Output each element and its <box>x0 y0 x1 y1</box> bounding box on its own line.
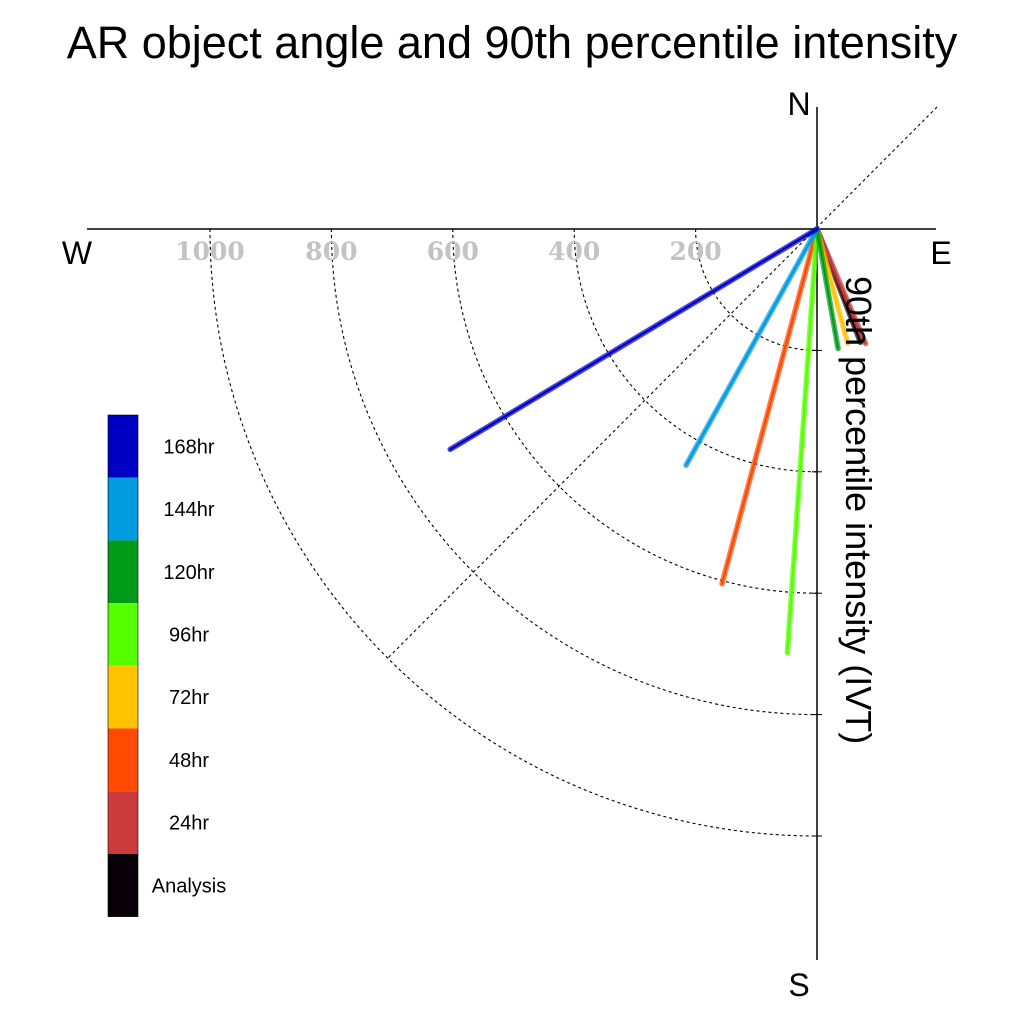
legend-swatch-168hr <box>108 415 138 478</box>
grid-arc <box>209 228 818 837</box>
legend-label-96hr: 96hr <box>169 624 209 646</box>
legend-swatch-120hr <box>108 540 138 604</box>
east-label: E <box>930 235 951 271</box>
legend-swatch-144hr <box>108 477 138 541</box>
west-label: W <box>62 235 93 271</box>
legend-label-24hr: 24hr <box>169 813 209 835</box>
legend-label-48hr: 48hr <box>169 750 209 772</box>
legend-border <box>107 414 139 917</box>
radial-tick-labels: 1000 800 600 400 200 <box>175 237 721 266</box>
vector-144hr <box>684 227 819 467</box>
vector-24hr <box>815 227 867 345</box>
radial-tick-label: 600 <box>427 237 479 266</box>
legend-swatch-24hr <box>108 791 138 854</box>
grid-arc <box>452 228 818 594</box>
legend-label-analysis: Analysis <box>152 875 226 897</box>
legend-swatch-analysis <box>108 853 138 917</box>
legend-label-120hr: 120hr <box>163 562 214 584</box>
vector-168hr <box>449 227 819 451</box>
grid-arc <box>695 228 818 351</box>
y-axis-label: 90th percentile intensity (IVT) <box>838 276 879 744</box>
legend-label-72hr: 72hr <box>169 687 209 709</box>
legend-swatch-72hr <box>108 665 138 729</box>
radial-tick-label: 200 <box>670 237 722 266</box>
grid-arc <box>330 228 818 716</box>
legend: 168hr 144hr 120hr 96hr 72hr 48hr 24hr Analysis <box>107 414 226 917</box>
intensity-vectors <box>447 226 869 656</box>
polar-grid <box>209 106 938 837</box>
grid-arc <box>573 228 818 473</box>
legend-swatch-48hr <box>108 728 138 792</box>
vector-48hr <box>720 227 819 585</box>
north-label: N <box>787 86 810 122</box>
legend-label-168hr: 168hr <box>163 436 214 458</box>
vector-96hr <box>786 227 819 654</box>
chart-title: AR object angle and 90th percentile inte… <box>67 17 958 68</box>
legend-label-144hr: 144hr <box>163 499 214 521</box>
legend-swatch-96hr <box>108 603 138 666</box>
radial-tick-label: 800 <box>305 237 357 266</box>
radial-tick-label: 400 <box>548 237 600 266</box>
south-label: S <box>788 967 809 1003</box>
diagonal-guide <box>387 106 938 659</box>
radial-tick-label: 1000 <box>175 237 245 266</box>
vector-120hr <box>815 227 840 350</box>
